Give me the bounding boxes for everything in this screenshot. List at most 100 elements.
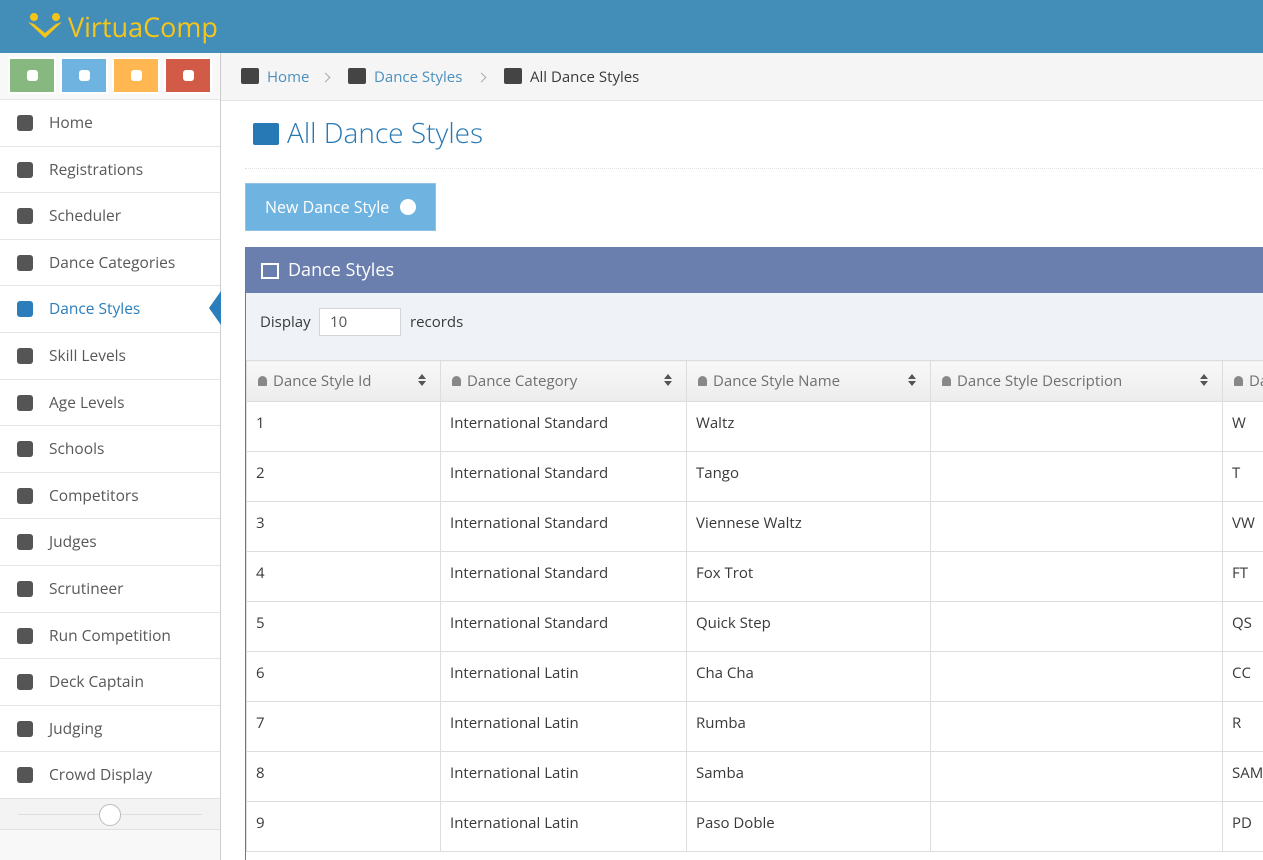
table-row[interactable]: 5International StandardQuick StepQS bbox=[247, 602, 1263, 652]
table-cell: 6 bbox=[247, 652, 441, 702]
cell-text: International Standard bbox=[450, 413, 608, 433]
table-row[interactable]: 1International StandardWaltzW bbox=[247, 402, 1263, 452]
menu-item[interactable]: Schools bbox=[0, 425, 220, 472]
new-button[interactable]: New Dance Style bbox=[245, 183, 436, 231]
menu-label[interactable]: Competitors bbox=[49, 484, 139, 506]
column-header[interactable]: Dance Style Id bbox=[247, 361, 441, 402]
menu: Home Registrations Scheduler Dance Categori… bbox=[0, 99, 220, 798]
table-cell: International Standard bbox=[441, 552, 687, 602]
menu-item[interactable]: Deck Captain bbox=[0, 658, 220, 705]
table-row[interactable]: 9International LatinPaso DoblePD bbox=[247, 802, 1263, 852]
table-row[interactable]: 7International LatinRumbaR bbox=[247, 702, 1263, 752]
cell-text: PD bbox=[1232, 813, 1252, 833]
crumb[interactable]: Home bbox=[241, 53, 309, 101]
table-cell: QS bbox=[1223, 602, 1263, 652]
table-row[interactable]: 3International StandardViennese WaltzVW bbox=[247, 502, 1263, 552]
menu-item[interactable]: Dance Styles bbox=[0, 285, 220, 332]
menu-label[interactable]: Judging bbox=[49, 717, 102, 739]
table-cell: Cha Cha bbox=[687, 652, 931, 702]
menu-item[interactable]: Crowd Display bbox=[0, 751, 220, 798]
records-label: records bbox=[410, 293, 463, 351]
crumb-text: All Dance Styles bbox=[530, 67, 639, 87]
cell-text: 7 bbox=[256, 713, 265, 733]
cell-text: FT bbox=[1232, 563, 1248, 583]
menu-item[interactable]: Home bbox=[0, 99, 220, 146]
table-cell: International Standard bbox=[441, 602, 687, 652]
menu-item[interactable]: Skill Levels bbox=[0, 332, 220, 379]
header-row: Dance Style IdDance CategoryDance Style … bbox=[247, 361, 1263, 402]
menu-label[interactable]: Judges bbox=[49, 530, 97, 552]
table-cell: T bbox=[1223, 452, 1263, 502]
menu-item[interactable]: Scheduler bbox=[0, 192, 220, 239]
crumb-link[interactable]: Home bbox=[267, 67, 309, 87]
table-cell: 8 bbox=[247, 752, 441, 802]
column-label: Dance Style Description bbox=[957, 371, 1122, 391]
menu-item[interactable]: Scrutineer bbox=[0, 565, 220, 612]
column-header[interactable]: Dance Style Description bbox=[931, 361, 1223, 402]
menu-item[interactable]: Dance Categories bbox=[0, 239, 220, 286]
cell-text: SAM bbox=[1232, 763, 1263, 783]
menu-icon bbox=[17, 208, 33, 224]
cell-text: Rumba bbox=[696, 713, 746, 733]
menu-label[interactable]: Scheduler bbox=[49, 204, 121, 226]
menu-item[interactable]: Competitors bbox=[0, 472, 220, 519]
title-text: All Dance Styles bbox=[287, 114, 483, 152]
crumb[interactable]: Dance Styles bbox=[348, 53, 462, 101]
table-cell bbox=[931, 402, 1223, 452]
shortcut-logout[interactable] bbox=[164, 57, 212, 94]
page-size-select[interactable]: 10 bbox=[319, 308, 401, 336]
menu-icon bbox=[17, 534, 33, 550]
menu-label[interactable]: Registrations bbox=[49, 158, 143, 180]
cell-text: Cha Cha bbox=[696, 663, 754, 683]
table-cell: Quick Step bbox=[687, 602, 931, 652]
menu-label[interactable]: Dance Categories bbox=[49, 251, 175, 273]
table-row[interactable]: 6International LatinCha ChaCC bbox=[247, 652, 1263, 702]
table-cell bbox=[931, 802, 1223, 852]
shortcut-user[interactable] bbox=[60, 57, 108, 94]
menu-label[interactable]: Home bbox=[49, 111, 93, 133]
table-cell: FT bbox=[1223, 552, 1263, 602]
menu-label[interactable]: Skill Levels bbox=[49, 344, 126, 366]
display-label: Display bbox=[260, 312, 311, 332]
menu-item[interactable]: Judging bbox=[0, 705, 220, 752]
menu-label[interactable]: Schools bbox=[49, 437, 104, 459]
menu-icon bbox=[17, 115, 33, 131]
data-table: Dance Style IdDance CategoryDance Style … bbox=[246, 360, 1263, 852]
collapse-toggle[interactable] bbox=[0, 798, 220, 830]
menu-label[interactable]: Crowd Display bbox=[49, 763, 152, 785]
menu-label[interactable]: Dance Styles bbox=[49, 297, 140, 319]
menu-label[interactable]: Run Competition bbox=[49, 624, 171, 646]
menu-label[interactable]: Deck Captain bbox=[49, 670, 144, 692]
shortcut-settings[interactable] bbox=[112, 57, 160, 94]
table-row[interactable]: 8International LatinSambaSAM bbox=[247, 752, 1263, 802]
cell-text: International Latin bbox=[450, 713, 579, 733]
cell-text: W bbox=[1232, 413, 1246, 433]
cell-text: VW bbox=[1232, 513, 1255, 533]
menu-icon bbox=[17, 301, 33, 317]
crumb-link[interactable]: Dance Styles bbox=[374, 67, 462, 87]
table-row[interactable]: 2International StandardTangoT bbox=[247, 452, 1263, 502]
shortcut-home[interactable] bbox=[8, 57, 56, 94]
column-header[interactable]: Dance Style Name bbox=[687, 361, 931, 402]
column-header[interactable]: Dance Category bbox=[441, 361, 687, 402]
menu-item[interactable]: Age Levels bbox=[0, 379, 220, 426]
menu-item[interactable]: Run Competition bbox=[0, 612, 220, 659]
menu-icon bbox=[17, 348, 33, 364]
crumb-separator bbox=[477, 73, 487, 83]
menu-item[interactable]: Registrations bbox=[0, 146, 220, 193]
table-cell: International Standard bbox=[441, 502, 687, 552]
table-cell: Tango bbox=[687, 452, 931, 502]
menu-item[interactable]: Judges bbox=[0, 518, 220, 565]
logo bbox=[26, 12, 64, 40]
menu-label[interactable]: Scrutineer bbox=[49, 577, 123, 599]
table-cell: International Standard bbox=[441, 452, 687, 502]
table-row[interactable]: 4International StandardFox TrotFT bbox=[247, 552, 1263, 602]
menu-label[interactable]: Age Levels bbox=[49, 391, 125, 413]
table-cell bbox=[931, 502, 1223, 552]
breadcrumb: Home Dance Styles All Dance Styles bbox=[221, 53, 1263, 101]
table-cell: Viennese Waltz bbox=[687, 502, 931, 552]
column-header[interactable]: Da bbox=[1223, 361, 1263, 402]
brand[interactable]: VirtuaComp bbox=[68, 8, 218, 45]
button-label: New Dance Style bbox=[265, 196, 389, 218]
menu-icon bbox=[17, 395, 33, 411]
